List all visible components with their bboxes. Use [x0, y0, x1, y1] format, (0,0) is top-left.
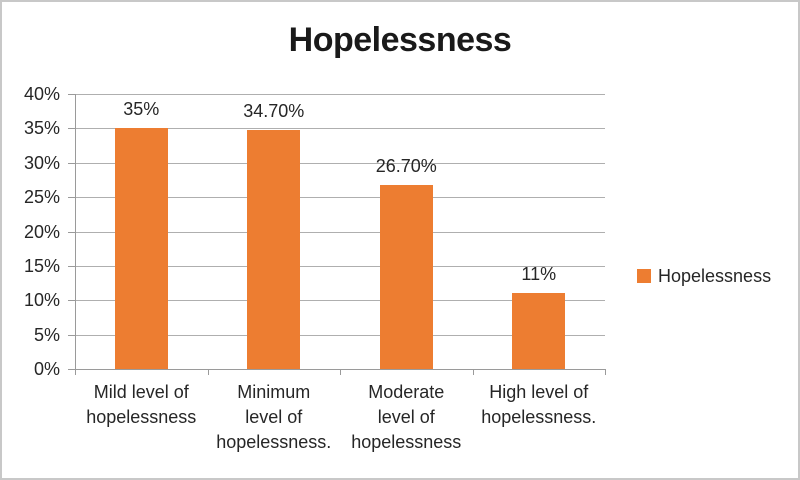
bar-data-label: 26.70%	[375, 156, 437, 177]
bar-data-label: 11%	[521, 264, 557, 285]
y-axis-tick-label: 0%	[33, 359, 60, 379]
gridline	[75, 128, 605, 130]
y-axis-tick	[68, 265, 75, 267]
y-axis-tick	[68, 231, 75, 233]
x-axis-category-label: Mild level of hopelessness	[86, 382, 197, 427]
y-axis-tick	[68, 94, 75, 95]
x-axis-tick	[605, 369, 606, 375]
y-axis-tick	[68, 162, 75, 164]
x-axis-tick	[75, 369, 76, 375]
legend-marker-icon	[637, 269, 651, 283]
bar	[379, 185, 433, 369]
gridline	[75, 197, 605, 199]
x-axis-category-label: Minimum level of hopelessness.	[216, 382, 332, 452]
y-axis-tick	[68, 334, 75, 336]
gridline	[75, 334, 605, 336]
gridline	[75, 94, 605, 95]
gridline	[75, 162, 605, 164]
chart-title: Hopelessness	[288, 21, 512, 59]
x-axis-tick	[340, 369, 341, 375]
x-axis-tick	[472, 369, 474, 375]
gridline	[75, 231, 605, 233]
x-axis-tick	[207, 369, 209, 375]
y-axis-tick-label: 5%	[33, 324, 60, 345]
y-axis-tick-label: 40%	[23, 84, 60, 104]
bar-data-label: 35%	[123, 99, 160, 120]
y-axis-tick-label: 30%	[23, 152, 60, 173]
y-axis-tick	[68, 197, 75, 199]
x-axis-category-label: High level of hopelessness.	[481, 382, 597, 427]
y-axis-line	[75, 94, 76, 369]
bar	[114, 128, 168, 369]
y-axis-tick-label: 35%	[23, 118, 60, 139]
gridline	[75, 300, 605, 302]
bar-data-label: 34.70%	[243, 101, 305, 122]
y-axis-tick-label: 25%	[23, 187, 60, 208]
legend-label: Hopelessness	[658, 266, 772, 286]
y-axis-tick-label: 10%	[23, 290, 60, 311]
y-axis-tick	[68, 369, 75, 370]
legend: Hopelessness	[637, 265, 771, 287]
x-axis-category-label: Moderate level of hopelessness	[351, 382, 462, 452]
y-axis-tick	[68, 128, 75, 130]
y-axis-tick	[68, 300, 75, 302]
gridline	[75, 265, 605, 267]
y-axis-tick-label: 20%	[23, 221, 60, 242]
bar	[512, 293, 566, 369]
y-axis-tick-label: 15%	[23, 255, 60, 276]
bar	[247, 130, 301, 369]
